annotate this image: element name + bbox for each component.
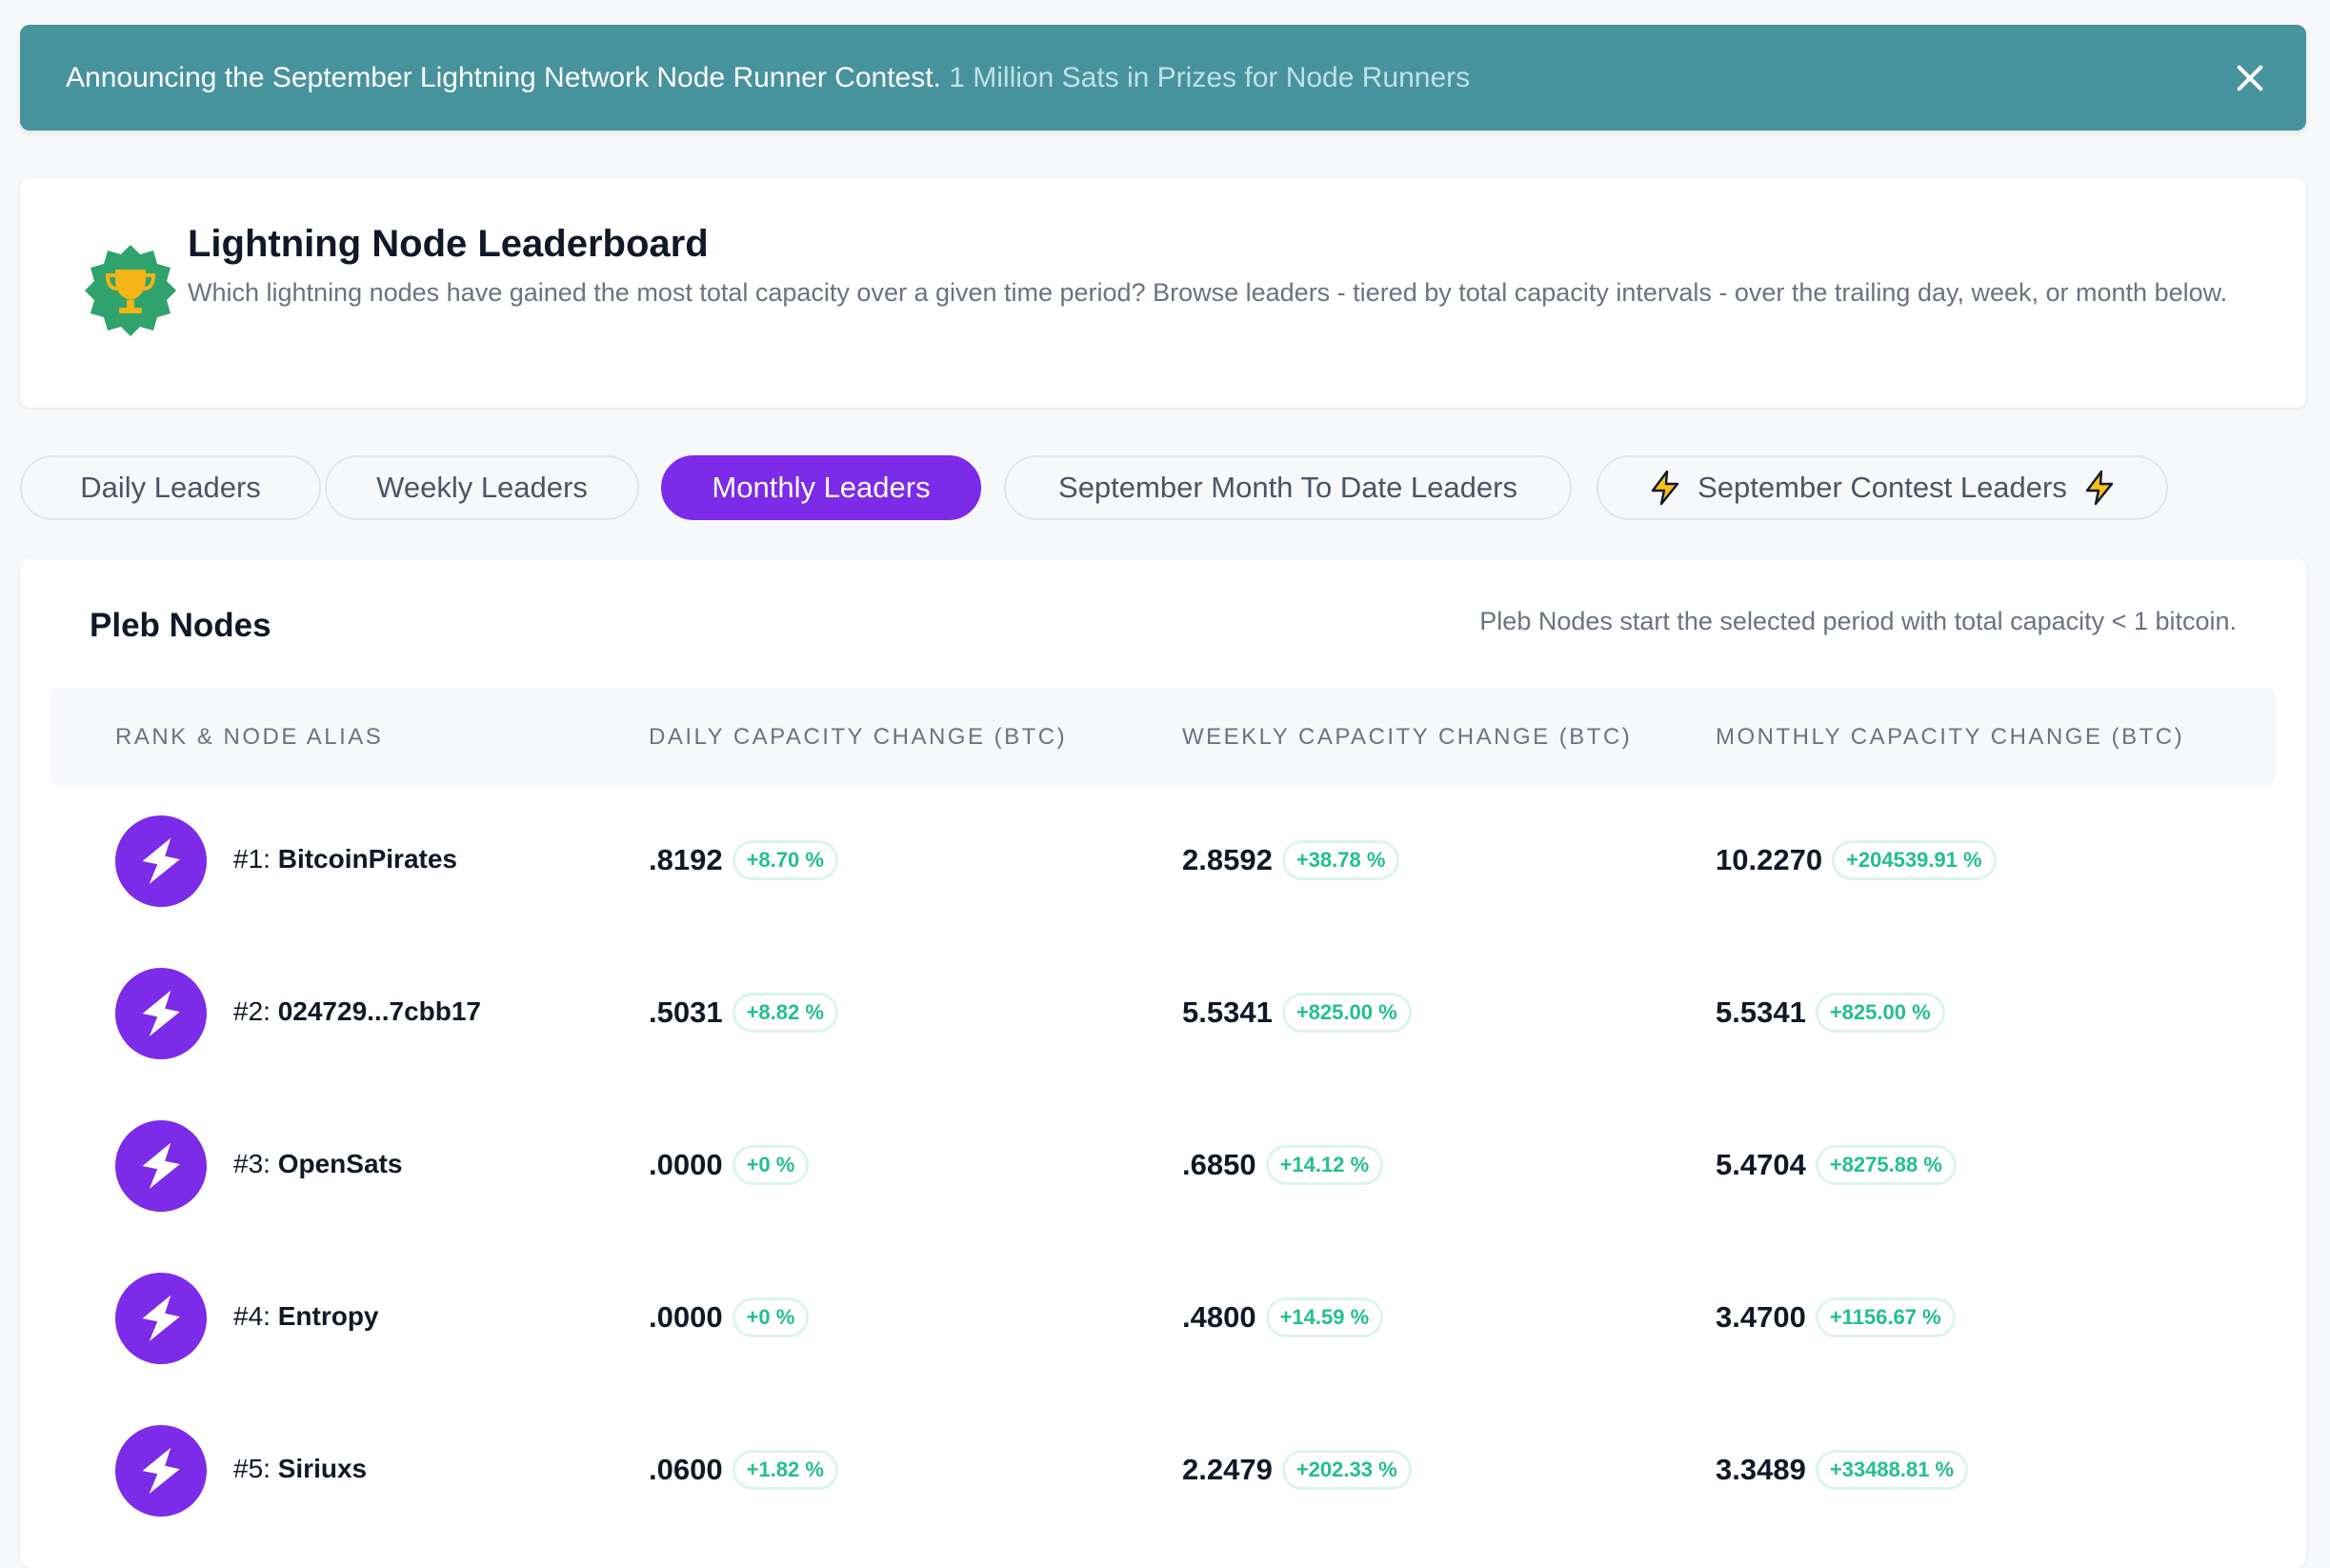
weekly-change-value: 5.5341 (1182, 995, 1273, 1029)
banner-sub-text[interactable]: 1 Million Sats in Prizes for Node Runner… (949, 61, 1471, 93)
node-rank: #4: (233, 1301, 271, 1331)
tab-daily-leaders[interactable]: Daily Leaders (20, 455, 321, 520)
daily-change-value: .0000 (649, 1148, 723, 1181)
lightning-icon (1651, 470, 1679, 506)
daily-change-cell: .0600 +1.82 % (649, 1450, 838, 1490)
weekly-change-percent-badge: +825.00 % (1281, 993, 1412, 1033)
weekly-change-cell: 2.2479 +202.33 % (1182, 1450, 1412, 1490)
weekly-change-cell: .6850 +14.12 % (1182, 1145, 1384, 1185)
column-header-weekly: WEEKLY CAPACITY CHANGE (BTC) (1182, 724, 1633, 750)
monthly-change-percent-badge: +825.00 % (1815, 993, 1945, 1033)
node-alias[interactable]: #1: BitcoinPirates (233, 844, 457, 874)
daily-change-percent-badge: +1.82 % (732, 1450, 838, 1490)
daily-change-value: .0000 (649, 1300, 723, 1334)
daily-change-cell: .0000 +0 % (649, 1297, 810, 1337)
daily-change-percent-badge: +8.82 % (732, 993, 838, 1033)
tab-label: Weekly Leaders (376, 471, 588, 504)
node-alias[interactable]: #4: Entropy (233, 1301, 379, 1332)
tab-label: September Contest Leaders (1697, 471, 2067, 504)
weekly-change-cell: 5.5341 +825.00 % (1182, 993, 1412, 1033)
tab-label: Daily Leaders (80, 471, 261, 504)
monthly-change-percent-badge: +33488.81 % (1815, 1450, 1969, 1490)
tab-weekly-leaders[interactable]: Weekly Leaders (325, 455, 639, 520)
node-rank: #2: (233, 996, 271, 1026)
weekly-change-percent-badge: +14.12 % (1265, 1145, 1384, 1185)
section-title: Pleb Nodes (90, 607, 271, 644)
daily-change-value: .8192 (649, 843, 723, 876)
node-alias[interactable]: #3: OpenSats (233, 1149, 402, 1179)
pleb-nodes-table-card: Pleb Nodes Pleb Nodes start the selected… (20, 558, 2306, 1568)
monthly-change-percent-badge: +204539.91 % (1832, 840, 1997, 880)
weekly-change-percent-badge: +14.59 % (1265, 1297, 1384, 1337)
daily-change-percent-badge: +0 % (732, 1297, 810, 1337)
daily-change-percent-badge: +0 % (732, 1145, 810, 1185)
trophy-badge-icon (85, 245, 176, 336)
lightning-avatar-icon (115, 968, 207, 1059)
node-rank: #5: (233, 1454, 271, 1483)
node-name[interactable]: 024729...7cbb17 (277, 996, 481, 1026)
close-icon[interactable] (2230, 59, 2268, 97)
table-header: RANK & NODE ALIAS DAILY CAPACITY CHANGE … (50, 688, 2276, 785)
node-name[interactable]: Siriuxs (277, 1454, 368, 1483)
page-description: Which lightning nodes have gained the mo… (188, 278, 2228, 307)
daily-change-cell: .8192 +8.70 % (649, 840, 838, 880)
monthly-change-value: 3.3489 (1716, 1453, 1806, 1486)
table-row[interactable]: #2: 024729...7cbb17 .5031 +8.82 % 5.5341… (50, 937, 2276, 1090)
table-row[interactable]: #1: BitcoinPirates .8192 +8.70 % 2.8592 … (50, 785, 2276, 937)
node-name[interactable]: OpenSats (277, 1149, 403, 1178)
daily-change-value: .5031 (649, 995, 723, 1029)
lightning-avatar-icon (115, 1120, 207, 1212)
node-rank: #1: (233, 844, 271, 874)
announcement-banner: Announcing the September Lightning Netwo… (20, 25, 2306, 131)
tab-monthly-leaders[interactable]: Monthly Leaders (661, 455, 981, 520)
node-name[interactable]: BitcoinPirates (277, 844, 457, 874)
monthly-change-cell: 5.5341 +825.00 % (1716, 993, 1945, 1033)
node-alias[interactable]: #5: Siriuxs (233, 1454, 367, 1484)
section-note: Pleb Nodes start the selected period wit… (1479, 607, 2237, 635)
weekly-change-percent-badge: +38.78 % (1281, 840, 1400, 880)
weekly-change-value: .4800 (1182, 1300, 1256, 1334)
lightning-avatar-icon (115, 815, 207, 907)
leaderboard-header-card: Lightning Node Leaderboard Which lightni… (20, 178, 2306, 408)
banner-main-text: Announcing the September Lightning Netwo… (66, 61, 941, 93)
tab-september-contest-leaders[interactable]: September Contest Leaders (1597, 455, 2168, 520)
daily-change-value: .0600 (649, 1453, 723, 1486)
weekly-change-value: 2.2479 (1182, 1453, 1273, 1486)
column-header-monthly: MONTHLY CAPACITY CHANGE (BTC) (1716, 724, 2185, 750)
weekly-change-value: .6850 (1182, 1148, 1256, 1181)
tab-label: Monthly Leaders (712, 471, 931, 504)
monthly-change-percent-badge: +1156.67 % (1815, 1297, 1956, 1337)
monthly-change-value: 3.4700 (1716, 1300, 1806, 1334)
monthly-change-cell: 3.3489 +33488.81 % (1716, 1450, 1969, 1490)
monthly-change-cell: 3.4700 +1156.67 % (1716, 1297, 1956, 1337)
weekly-change-value: 2.8592 (1182, 843, 1273, 876)
monthly-change-value: 5.5341 (1716, 995, 1806, 1029)
banner-text[interactable]: Announcing the September Lightning Netwo… (66, 62, 1470, 94)
tab-label: September Month To Date Leaders (1058, 471, 1517, 504)
monthly-change-value: 10.2270 (1716, 843, 1823, 876)
monthly-change-cell: 5.4704 +8275.88 % (1716, 1145, 1957, 1185)
monthly-change-cell: 10.2270 +204539.91 % (1716, 840, 1997, 880)
tab-september-month-to-date-leaders[interactable]: September Month To Date Leaders (1004, 455, 1572, 520)
weekly-change-cell: 2.8592 +38.78 % (1182, 840, 1400, 880)
daily-change-cell: .5031 +8.82 % (649, 993, 838, 1033)
page-title: Lightning Node Leaderboard (188, 223, 709, 265)
lightning-icon (2085, 470, 2114, 506)
monthly-change-percent-badge: +8275.88 % (1815, 1145, 1957, 1185)
table-row[interactable]: #5: Siriuxs .0600 +1.82 % 2.2479 +202.33… (50, 1395, 2276, 1547)
weekly-change-percent-badge: +202.33 % (1281, 1450, 1412, 1490)
daily-change-cell: .0000 +0 % (649, 1145, 810, 1185)
column-header-rank: RANK & NODE ALIAS (115, 724, 384, 750)
table-row[interactable]: #3: OpenSats .0000 +0 % .6850 +14.12 % 5… (50, 1090, 2276, 1242)
column-header-daily: DAILY CAPACITY CHANGE (BTC) (649, 724, 1068, 750)
lightning-avatar-icon (115, 1273, 207, 1364)
monthly-change-value: 5.4704 (1716, 1148, 1806, 1181)
node-alias[interactable]: #2: 024729...7cbb17 (233, 996, 481, 1027)
weekly-change-cell: .4800 +14.59 % (1182, 1297, 1384, 1337)
lightning-avatar-icon (115, 1425, 207, 1517)
node-rank: #3: (233, 1149, 271, 1178)
table-row[interactable]: #4: Entropy .0000 +0 % .4800 +14.59 % 3.… (50, 1242, 2276, 1395)
daily-change-percent-badge: +8.70 % (732, 840, 838, 880)
node-name[interactable]: Entropy (277, 1301, 379, 1331)
